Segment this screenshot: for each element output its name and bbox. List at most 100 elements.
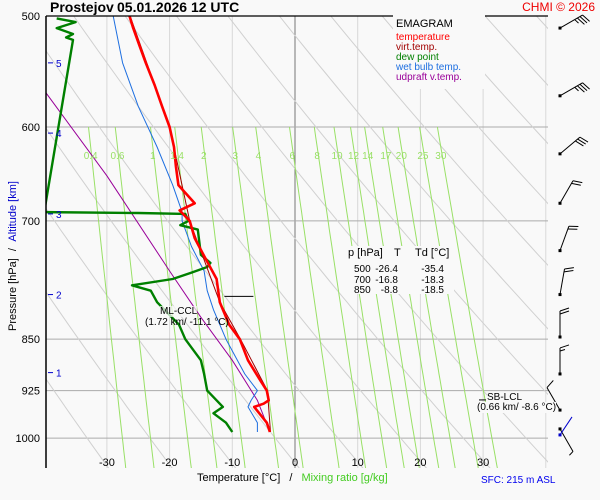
sb-lcl-detail: (0.66 km/ -8.6 °C) bbox=[477, 402, 557, 413]
y-axis-pressure-label: Pressure [hPa] bbox=[7, 258, 19, 331]
altitude-tick-label: 4 bbox=[56, 129, 62, 140]
legend-temperature: temperature bbox=[396, 32, 450, 43]
series-dew-point bbox=[46, 17, 234, 433]
wind-barb-feather bbox=[579, 16, 588, 24]
wind-barb bbox=[558, 307, 570, 339]
series-wet-bulb-temp bbox=[112, 16, 258, 432]
mixing-ratio-label: 10 bbox=[331, 151, 343, 162]
wind-barb-staff bbox=[559, 136, 581, 155]
dry-adiabat-line bbox=[278, 16, 548, 330]
copyright: CHMI © 2026 bbox=[522, 0, 595, 14]
altitude-tick-label: 3 bbox=[56, 210, 62, 221]
x-axis-temp-label: Temperature [°C] bbox=[197, 472, 281, 484]
table-header-td: Td [°C] bbox=[415, 247, 450, 259]
wind-barb bbox=[558, 14, 590, 30]
y-tick-label: 700 bbox=[22, 216, 40, 228]
wind-barb bbox=[546, 380, 562, 412]
dry-adiabat-line bbox=[73, 16, 428, 468]
y-tick-label: 925 bbox=[22, 386, 40, 398]
surface-wind-line bbox=[559, 416, 573, 436]
x-tick-label: -10 bbox=[224, 457, 240, 469]
ml-ccl-label: ML-CCL bbox=[160, 306, 198, 317]
wind-barb-feather bbox=[546, 380, 554, 388]
series-temperature bbox=[128, 16, 272, 433]
table-cell-td: -18.3 bbox=[421, 275, 444, 286]
x-axis-mixing-label: Mixing ratio [g/kg] bbox=[301, 472, 388, 484]
mixing-ratio-label: 6 bbox=[290, 151, 296, 162]
mixing-ratio-label: 1 bbox=[150, 151, 156, 162]
table-cell-p: 700 bbox=[354, 275, 371, 286]
mixing-ratio-line bbox=[350, 126, 405, 468]
wind-barb-feather bbox=[576, 85, 585, 93]
mixing-ratio-line bbox=[289, 126, 340, 468]
dry-adiabat-line bbox=[46, 378, 110, 468]
mixing-ratio-line bbox=[397, 126, 456, 468]
mixing-ratio-label: 4 bbox=[256, 151, 262, 162]
wind-barb-feather bbox=[563, 270, 574, 273]
x-tick-label: 30 bbox=[477, 457, 489, 469]
x-tick-label: 0 bbox=[292, 457, 298, 469]
y-tick-label: 600 bbox=[22, 122, 40, 134]
table-cell-t: -26.4 bbox=[375, 264, 398, 275]
mixing-ratio-label: 1.4 bbox=[170, 151, 184, 162]
legend-wet-bulb: wet bulb temp. bbox=[396, 62, 462, 73]
x-tick-label: 10 bbox=[352, 457, 364, 469]
legend-title: EMAGRAM bbox=[396, 18, 453, 30]
wind-barb-feather bbox=[577, 138, 586, 145]
wind-barb-half-feather bbox=[559, 348, 566, 352]
wind-barb-staff bbox=[559, 428, 574, 452]
wind-barb-feather bbox=[579, 83, 588, 91]
legend-virt-temp: virt.temp. bbox=[396, 42, 438, 53]
x-tick-label: 20 bbox=[414, 457, 426, 469]
mixing-ratio-label: 3 bbox=[232, 151, 238, 162]
wind-barb-feather bbox=[559, 310, 570, 315]
table-cell-t: -16.8 bbox=[375, 275, 398, 286]
mixing-ratio-line bbox=[313, 126, 367, 468]
legend-updraft: udpraft v.temp. bbox=[396, 72, 462, 83]
mixing-ratio-label: 25 bbox=[417, 151, 429, 162]
station-title: Prostejov bbox=[50, 0, 114, 15]
dry-adiabat-line bbox=[432, 16, 548, 145]
wind-barb-feather bbox=[576, 17, 585, 25]
mixing-ratio-line bbox=[174, 126, 218, 468]
table-cell-td: -18.5 bbox=[421, 285, 444, 296]
wind-barb-layer bbox=[546, 14, 590, 456]
sb-lcl-label: SB-LCL bbox=[487, 392, 523, 403]
wind-barb bbox=[558, 82, 590, 98]
x-tick-label: -30 bbox=[99, 457, 115, 469]
series-udpraft-v-temp bbox=[46, 92, 271, 433]
wind-barb-staff bbox=[559, 14, 583, 29]
table-row: 700 -16.8 -18.3 bbox=[348, 275, 454, 286]
mixing-ratio-label: 12 bbox=[348, 151, 360, 162]
wind-barb-staff bbox=[559, 268, 566, 295]
table-cell-p: 850 bbox=[354, 285, 371, 296]
table-cell-p: 500 bbox=[354, 264, 371, 275]
table-header: p [hPa] T Td [°C] bbox=[348, 246, 454, 260]
mixing-ratio-line bbox=[436, 126, 498, 468]
wind-barb bbox=[558, 267, 574, 297]
wind-barb-feather bbox=[582, 82, 590, 90]
wind-barb-feather bbox=[575, 140, 584, 147]
wind-barb-feather bbox=[559, 344, 570, 349]
wind-barb-feather bbox=[572, 180, 583, 184]
wind-barb bbox=[558, 136, 589, 156]
mixing-ratio-label: 0.6 bbox=[111, 151, 125, 162]
x-tick-label: -20 bbox=[162, 457, 178, 469]
mixing-ratio-layer bbox=[88, 126, 498, 468]
wind-barb-staff bbox=[559, 82, 583, 97]
altitude-tick-label: 2 bbox=[56, 291, 62, 302]
dry-adiabat-line bbox=[46, 291, 173, 468]
mixing-ratio-label: 30 bbox=[435, 151, 447, 162]
mixing-ratio-label: 0.4 bbox=[84, 151, 98, 162]
dry-adiabat-line bbox=[46, 207, 237, 468]
wind-barb-feather bbox=[582, 14, 590, 22]
x-axis-separator: / bbox=[289, 472, 293, 484]
datetime-title: 05.01.2026 12 UTC bbox=[117, 0, 240, 15]
mixing-ratio-label: 8 bbox=[314, 151, 320, 162]
mixing-ratio-line bbox=[333, 126, 388, 468]
wind-barb-half-feather bbox=[574, 86, 579, 92]
mixing-ratio-label: 2 bbox=[201, 151, 207, 162]
mixing-ratio-line bbox=[232, 126, 280, 468]
table-cell-td: -35.4 bbox=[421, 264, 444, 275]
